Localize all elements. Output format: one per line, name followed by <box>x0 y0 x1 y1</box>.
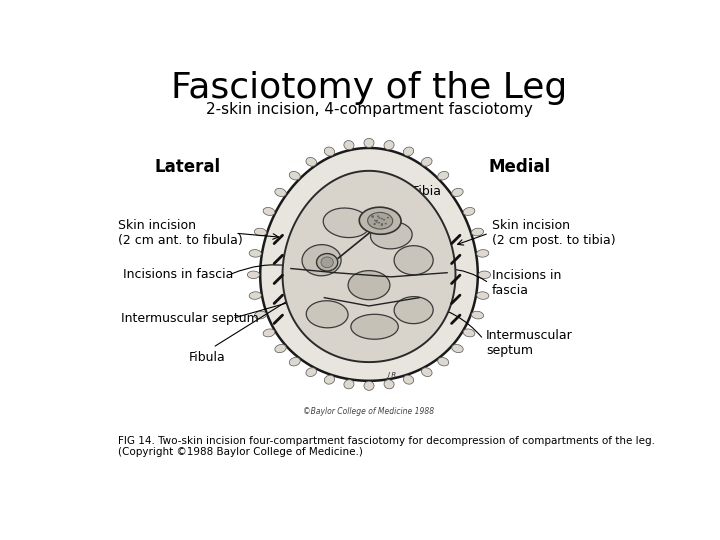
Ellipse shape <box>364 381 374 390</box>
Ellipse shape <box>371 222 412 249</box>
Ellipse shape <box>321 257 333 268</box>
Ellipse shape <box>381 225 383 226</box>
Ellipse shape <box>249 292 261 299</box>
Ellipse shape <box>275 188 287 197</box>
Ellipse shape <box>394 296 433 323</box>
Text: Incisions in fascia: Incisions in fascia <box>124 268 234 281</box>
Ellipse shape <box>421 158 432 166</box>
Ellipse shape <box>394 246 433 275</box>
Ellipse shape <box>384 380 394 389</box>
Ellipse shape <box>463 329 475 337</box>
Ellipse shape <box>472 228 484 236</box>
Ellipse shape <box>306 301 348 328</box>
Ellipse shape <box>372 215 374 217</box>
Ellipse shape <box>359 207 401 234</box>
Ellipse shape <box>384 223 387 225</box>
Ellipse shape <box>371 215 373 217</box>
Text: (Copyright ©1988 Baylor College of Medicine.): (Copyright ©1988 Baylor College of Medic… <box>118 447 363 457</box>
Ellipse shape <box>351 314 398 339</box>
Text: 2-skin incision, 4-compartment fasciotomy: 2-skin incision, 4-compartment fasciotom… <box>206 102 532 117</box>
Ellipse shape <box>306 158 317 166</box>
Ellipse shape <box>478 271 490 279</box>
Ellipse shape <box>381 218 383 219</box>
Ellipse shape <box>384 140 394 150</box>
Text: Lateral: Lateral <box>155 158 221 176</box>
Text: Intermuscular septum: Intermuscular septum <box>121 312 258 325</box>
Ellipse shape <box>344 140 354 150</box>
Ellipse shape <box>421 368 432 376</box>
Ellipse shape <box>263 207 275 215</box>
Ellipse shape <box>289 357 300 366</box>
Ellipse shape <box>378 217 381 219</box>
Ellipse shape <box>403 147 414 156</box>
Text: Intermuscular
septum: Intermuscular septum <box>486 329 573 357</box>
Ellipse shape <box>254 311 266 319</box>
Ellipse shape <box>249 249 261 257</box>
Ellipse shape <box>373 224 376 225</box>
Ellipse shape <box>378 222 380 224</box>
Ellipse shape <box>306 368 317 376</box>
Ellipse shape <box>381 224 383 225</box>
Polygon shape <box>282 171 456 362</box>
Ellipse shape <box>324 147 335 156</box>
Ellipse shape <box>364 138 374 147</box>
Ellipse shape <box>344 380 354 389</box>
Ellipse shape <box>275 345 287 353</box>
Ellipse shape <box>463 207 475 215</box>
Ellipse shape <box>372 216 374 218</box>
Text: J R: J R <box>387 372 396 377</box>
Ellipse shape <box>477 249 489 257</box>
Ellipse shape <box>263 329 275 337</box>
Ellipse shape <box>451 345 463 353</box>
Ellipse shape <box>248 271 260 279</box>
Ellipse shape <box>254 228 266 236</box>
Text: Medial: Medial <box>489 158 551 176</box>
Text: Fasciotomy of the Leg: Fasciotomy of the Leg <box>171 71 567 105</box>
Text: ©Baylor College of Medicine 1988: ©Baylor College of Medicine 1988 <box>303 408 435 416</box>
Text: Skin incision
(2 cm post. to tibia): Skin incision (2 cm post. to tibia) <box>492 219 616 247</box>
Ellipse shape <box>383 219 385 220</box>
Ellipse shape <box>387 217 389 219</box>
Ellipse shape <box>376 220 378 221</box>
Ellipse shape <box>376 221 378 223</box>
Ellipse shape <box>381 223 383 225</box>
Ellipse shape <box>323 208 370 238</box>
Text: Incisions in
fascia: Incisions in fascia <box>492 269 561 297</box>
Ellipse shape <box>438 171 449 180</box>
Ellipse shape <box>368 212 392 229</box>
Ellipse shape <box>477 292 489 299</box>
Ellipse shape <box>302 245 341 276</box>
Text: Fibula: Fibula <box>189 352 225 365</box>
Ellipse shape <box>403 375 414 384</box>
Ellipse shape <box>374 220 377 221</box>
Ellipse shape <box>317 254 338 271</box>
Text: Skin incision
(2 cm ant. to fibula): Skin incision (2 cm ant. to fibula) <box>118 219 243 247</box>
Ellipse shape <box>472 311 484 319</box>
Ellipse shape <box>451 188 463 197</box>
Ellipse shape <box>377 215 379 217</box>
Text: Tibia: Tibia <box>411 185 441 198</box>
Text: FIG 14. Two-skin incision four-compartment fasciotomy for decompression of compa: FIG 14. Two-skin incision four-compartme… <box>118 436 655 446</box>
Ellipse shape <box>289 171 300 180</box>
Ellipse shape <box>348 271 390 300</box>
Ellipse shape <box>374 223 376 225</box>
Ellipse shape <box>438 357 449 366</box>
Ellipse shape <box>324 375 335 384</box>
Polygon shape <box>260 148 478 381</box>
